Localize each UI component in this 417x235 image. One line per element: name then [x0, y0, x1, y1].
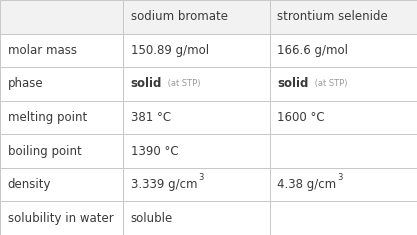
Bar [0, 34, 123, 67]
Bar [270, 168, 417, 201]
Bar [123, 67, 270, 101]
Text: molar mass: molar mass [8, 44, 76, 57]
Bar [270, 101, 417, 134]
Text: solid: solid [277, 77, 309, 90]
Bar [270, 134, 417, 168]
Text: 381 °C: 381 °C [131, 111, 171, 124]
Text: boiling point: boiling point [8, 145, 81, 158]
Bar [0, 168, 123, 201]
Bar [270, 201, 417, 235]
Text: density: density [8, 178, 51, 191]
Text: (at STP): (at STP) [165, 79, 201, 88]
Bar [123, 201, 270, 235]
Bar [123, 34, 270, 67]
Bar [0, 134, 123, 168]
Bar [0, 101, 123, 134]
Bar [123, 0, 270, 34]
Text: 1600 °C: 1600 °C [277, 111, 325, 124]
Bar [123, 101, 270, 134]
Text: 150.89 g/mol: 150.89 g/mol [131, 44, 208, 57]
Text: soluble: soluble [131, 212, 173, 225]
Text: phase: phase [8, 77, 43, 90]
Text: sodium bromate: sodium bromate [131, 10, 228, 23]
Text: solubility in water: solubility in water [8, 212, 113, 225]
Text: solid: solid [131, 77, 162, 90]
Text: 3: 3 [198, 173, 203, 182]
Bar [270, 0, 417, 34]
Text: melting point: melting point [8, 111, 87, 124]
Text: 1390 °C: 1390 °C [131, 145, 178, 158]
Bar [0, 201, 123, 235]
Text: (at STP): (at STP) [312, 79, 347, 88]
Text: 4.38 g/cm: 4.38 g/cm [277, 178, 337, 191]
Bar [123, 168, 270, 201]
Bar [123, 134, 270, 168]
Bar [0, 0, 123, 34]
Bar [0, 67, 123, 101]
Text: strontium selenide: strontium selenide [277, 10, 388, 23]
Bar [270, 67, 417, 101]
Bar [270, 34, 417, 67]
Text: 3: 3 [337, 173, 343, 182]
Text: 3.339 g/cm: 3.339 g/cm [131, 178, 197, 191]
Text: 166.6 g/mol: 166.6 g/mol [277, 44, 348, 57]
